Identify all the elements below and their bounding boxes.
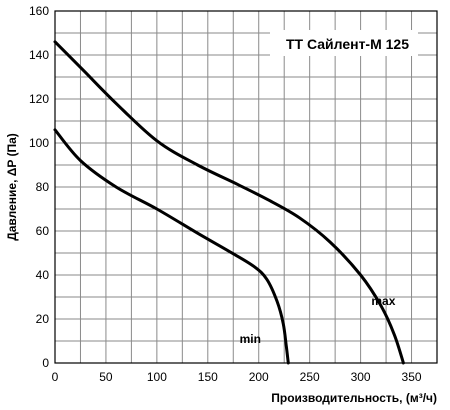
x-axis-title: Производительность, (м³/ч) [271,391,437,405]
x-tick-label: 150 [198,370,218,384]
y-tick-label: 80 [36,180,50,194]
y-tick-label: 20 [36,312,50,326]
x-tick-label: 350 [402,370,422,384]
curve-max [53,40,405,365]
chart-title: ТТ Сайлент-М 125 [286,36,409,52]
y-tick-label: 160 [29,4,49,18]
y-axis-title: Давление, ΔP (Па) [5,133,19,241]
x-tick-label: 50 [99,370,113,384]
y-tick-label: 0 [42,356,49,370]
curve-min [53,128,290,365]
curve-label-min: min [240,332,261,346]
x-tick-label: 200 [249,370,269,384]
y-tick-label: 140 [29,48,49,62]
y-tick-label: 40 [36,268,50,282]
y-tick-label: 120 [29,92,49,106]
curve-label-max: max [371,294,395,308]
plot-area-frame [54,10,438,364]
chart-title-background [270,30,418,56]
x-tick-label: 250 [300,370,320,384]
chart-title-group: ТТ Сайлент-М 125 [270,30,418,56]
axis-ticks: 0 50 100 150 200 250 300 350 0 20 40 60 80 100 120 140 1… [29,4,422,384]
x-tick-label: 0 [52,370,59,384]
curves: max min [53,40,405,365]
x-tick-label: 100 [147,370,167,384]
y-tick-label: 60 [36,224,50,238]
y-tick-label: 100 [29,136,49,150]
x-tick-label: 300 [351,370,371,384]
